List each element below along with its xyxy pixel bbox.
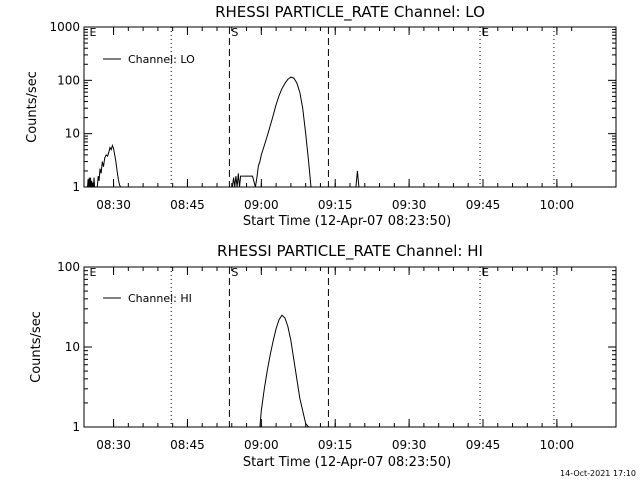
- x-tick-label: 09:45: [466, 198, 501, 212]
- y-tick-label: 10: [65, 127, 80, 141]
- y-ticks-lo: 1 10 100 1000: [49, 20, 616, 194]
- x-ticks-hi: 08:30 08:45 09:00 09:15 09:30 09:45 10:00: [96, 267, 574, 452]
- x-axis-label-hi: Start Time (12-Apr-07 08:23:50): [243, 455, 451, 470]
- event-marker-label: E: [90, 26, 97, 39]
- x-ticks-lo: 08:30 08:45 09:00 09:15 09:30 09:45 10:00: [96, 27, 574, 212]
- event-marker-label: E: [482, 26, 489, 39]
- x-tick-label: 08:30: [96, 438, 131, 452]
- x-tick-label: 10:00: [540, 198, 575, 212]
- plot-frame-lo: [83, 26, 617, 188]
- y-ticks-hi: 1 10 100: [57, 260, 616, 434]
- x-axis-label-lo: Start Time (12-Apr-07 08:23:50): [243, 214, 451, 229]
- x-tick-label: 09:45: [466, 438, 501, 452]
- event-marker-label: S: [231, 266, 238, 279]
- plot-frame-hi: [83, 266, 617, 428]
- x-tick-label: 10:00: [540, 438, 575, 452]
- y-tick-label: 100: [57, 260, 80, 274]
- legend-label-hi: Channel: HI: [128, 292, 192, 305]
- x-tick-label: 09:30: [392, 438, 427, 452]
- x-tick-label: 09:15: [318, 438, 353, 452]
- x-tick-label: 08:30: [96, 198, 131, 212]
- x-tick-label: 08:45: [170, 438, 205, 452]
- vlines-hi: [170, 267, 555, 427]
- timestamp-label: 14-Oct-2021 17:10: [560, 469, 636, 478]
- event-marker-label: E: [90, 266, 97, 279]
- y-tick-label: 100: [57, 73, 80, 87]
- chart-title-lo: RHESSI PARTICLE_RATE Channel: LO: [215, 3, 485, 22]
- y-axis-label-lo: Counts/sec: [25, 71, 40, 143]
- panel-lo: RHESSI PARTICLE_RATE Channel: LO Counts/…: [25, 3, 617, 229]
- y-tick-label: 1000: [49, 20, 80, 34]
- event-marker-label: S: [231, 26, 238, 39]
- vlines-lo: [170, 27, 555, 187]
- y-tick-label: 1: [72, 420, 80, 434]
- x-tick-label: 09:30: [392, 198, 427, 212]
- chart-title-hi: RHESSI PARTICLE_RATE Channel: HI: [217, 242, 483, 261]
- series-line-hi: [259, 314, 309, 428]
- x-tick-label: 09:00: [244, 438, 279, 452]
- y-axis-label-hi: Counts/sec: [29, 311, 44, 383]
- x-tick-label: 09:15: [318, 198, 353, 212]
- x-tick-label: 09:00: [244, 198, 279, 212]
- panel-hi: RHESSI PARTICLE_RATE Channel: HI Counts/…: [29, 242, 617, 470]
- y-tick-label: 10: [65, 340, 80, 354]
- legend-label-lo: Channel: LO: [128, 53, 195, 66]
- y-tick-label: 1: [72, 180, 80, 194]
- x-tick-label: 08:45: [170, 198, 205, 212]
- event-marker-label: E: [482, 266, 489, 279]
- series-line-lo: [87, 76, 360, 188]
